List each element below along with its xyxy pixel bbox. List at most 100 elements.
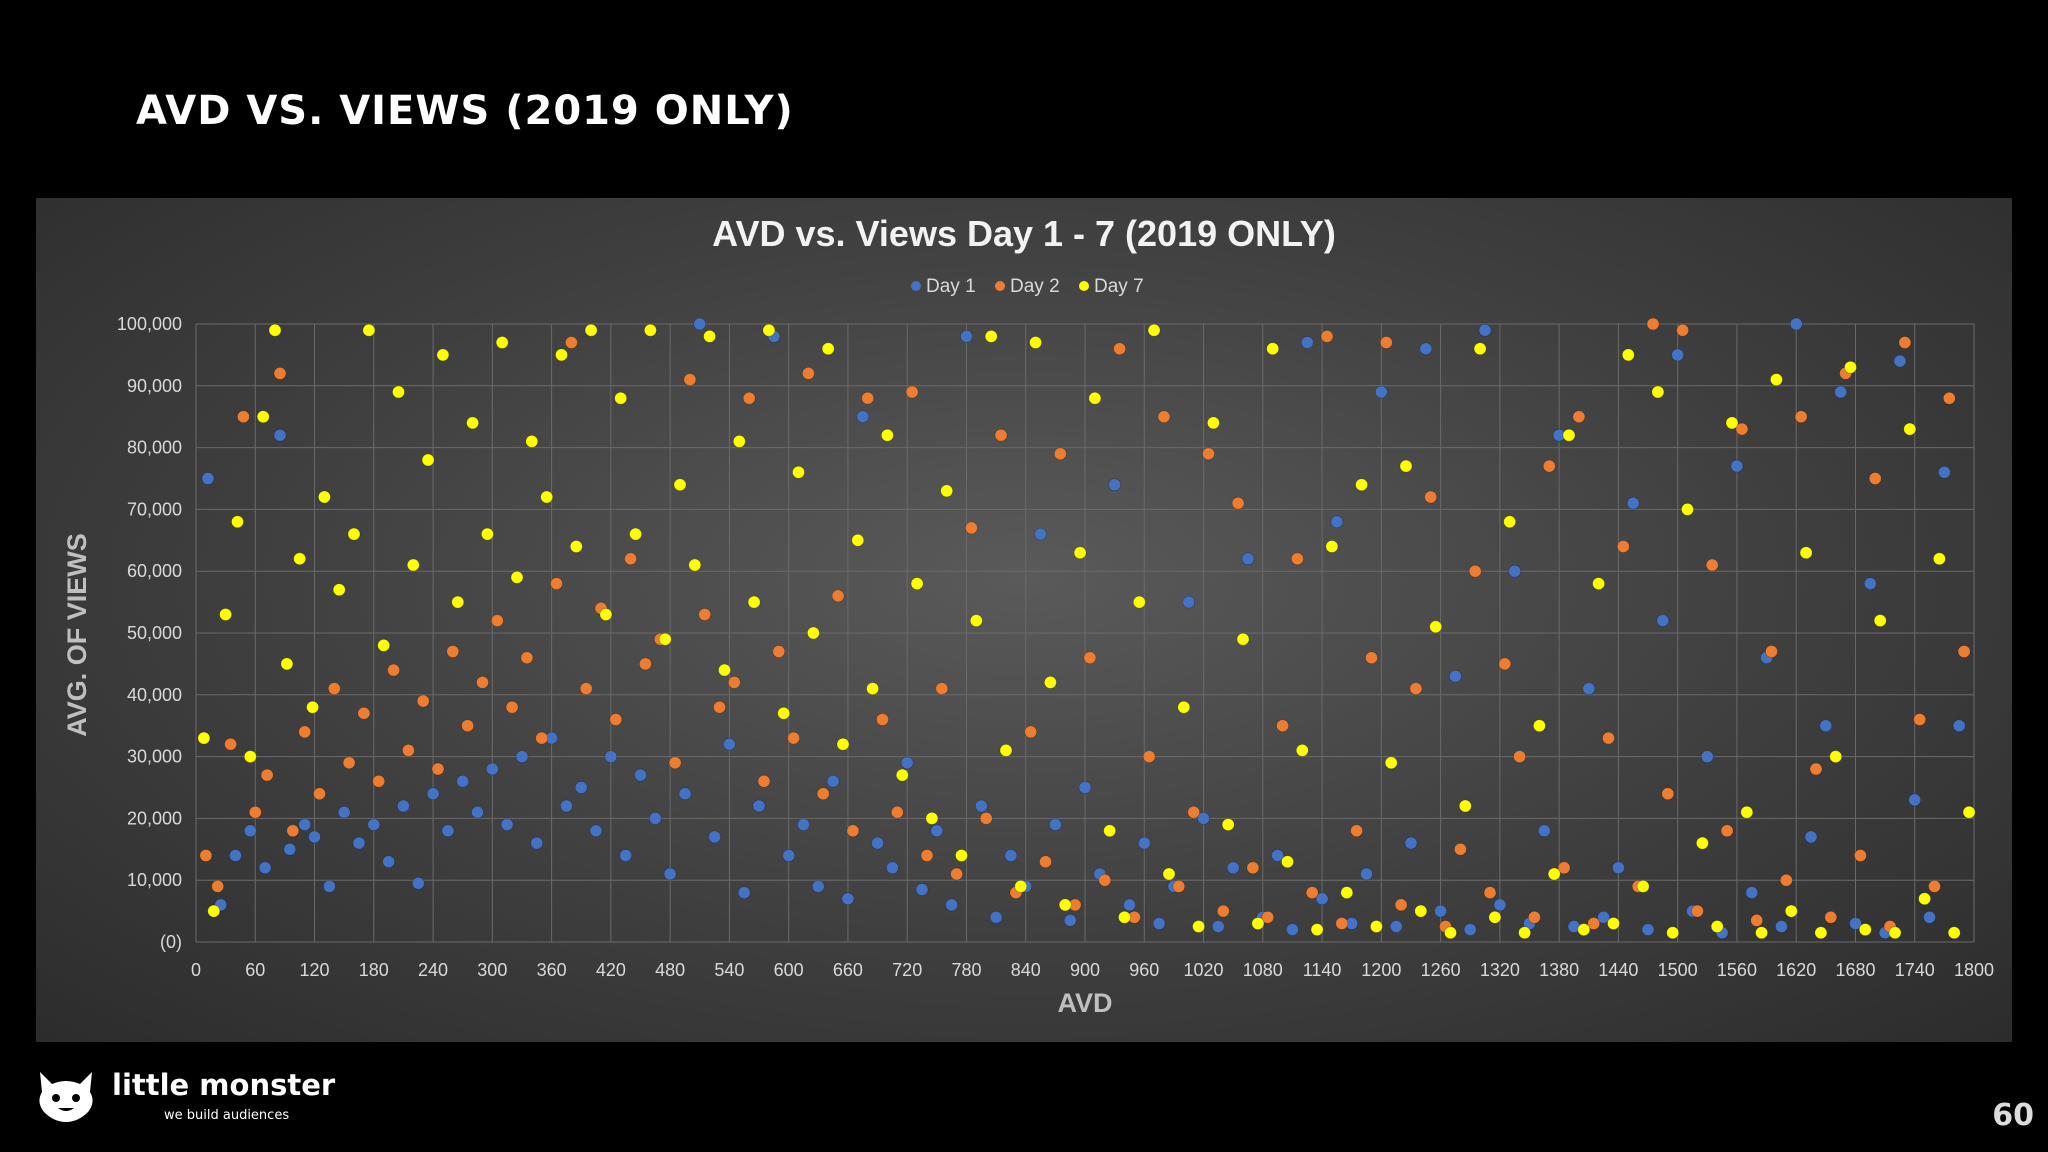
data-point [308, 830, 321, 844]
data-point [1775, 920, 1788, 933]
x-tick-label: 420 [596, 960, 626, 980]
data-point [1182, 595, 1196, 609]
data-point [871, 836, 884, 850]
data-point [1414, 904, 1428, 918]
data-point [1863, 577, 1877, 591]
data-point [1325, 540, 1339, 553]
x-tick-label: 1200 [1361, 960, 1401, 980]
x-tick-label: 300 [477, 960, 507, 980]
data-point [807, 626, 820, 640]
data-point [1434, 904, 1447, 918]
data-point [673, 478, 687, 492]
data-point [1044, 675, 1057, 689]
data-point [1207, 416, 1220, 430]
data-point [955, 849, 968, 862]
data-point [1320, 329, 1334, 343]
x-tick-label: 720 [892, 960, 922, 980]
data-point [1192, 920, 1205, 933]
data-point [1557, 861, 1571, 875]
data-point [708, 830, 721, 844]
data-point [1379, 336, 1393, 349]
data-point [1597, 910, 1610, 924]
data-point [589, 824, 603, 838]
data-point [1177, 700, 1191, 714]
data-point [1938, 465, 1951, 479]
x-tick-label: 180 [359, 960, 389, 980]
data-point [866, 682, 879, 696]
data-point [1394, 898, 1408, 912]
data-point [614, 391, 628, 405]
data-point [1957, 645, 1971, 658]
data-point [446, 645, 460, 658]
data-point [1745, 886, 1759, 899]
data-point [1098, 873, 1112, 887]
data-point [1646, 317, 1660, 331]
data-point [1942, 391, 1956, 405]
data-point [1804, 830, 1818, 844]
data-point [1374, 385, 1388, 399]
data-point [490, 614, 504, 628]
chart-grid [195, 323, 1975, 943]
legend-label: Day 7 [1094, 276, 1144, 297]
data-point [466, 416, 480, 430]
data-point [535, 731, 549, 745]
data-point [574, 781, 588, 794]
x-tick-label: 960 [1129, 960, 1159, 980]
data-point [273, 366, 287, 380]
data-point [1651, 385, 1665, 399]
x-tick-label: 480 [655, 960, 685, 980]
data-point [1424, 490, 1438, 504]
data-point [1187, 805, 1201, 819]
data-point [841, 892, 855, 906]
data-point [693, 317, 707, 331]
data-point [540, 490, 554, 504]
slide-title: AVD VS. VIEWS (2019 ONLY) [136, 88, 794, 134]
data-point [456, 774, 470, 788]
data-point [1908, 793, 1922, 807]
data-point [1582, 682, 1596, 696]
data-point [1592, 577, 1605, 591]
data-point [1824, 910, 1838, 924]
data-point [1858, 923, 1872, 936]
data-point [243, 750, 257, 763]
y-axis-ticks: (0) 10,000 20,000 30,000 40,000 50,000 60,000 7… [117, 314, 182, 952]
data-point [1024, 725, 1038, 739]
page-number: 60 [1992, 1098, 2034, 1133]
data-point [1562, 428, 1576, 442]
data-point [416, 694, 430, 708]
x-tick-label: 840 [1011, 960, 1041, 980]
data-point [1844, 360, 1857, 374]
data-point [211, 880, 225, 893]
data-point [387, 663, 401, 677]
data-point [1118, 910, 1131, 924]
data-point [1399, 459, 1413, 473]
data-point [1903, 422, 1917, 436]
chart-panel: AVD vs. Views Day 1 - 7 (2019 ONLY) Day … [36, 198, 2012, 1042]
x-tick-label: 780 [951, 960, 981, 980]
x-tick-label: 600 [774, 960, 804, 980]
data-point [243, 824, 257, 838]
data-point [599, 608, 613, 621]
data-point [1419, 342, 1433, 356]
data-point [935, 682, 949, 696]
x-tick-label: 1020 [1184, 960, 1224, 980]
data-point [1483, 886, 1497, 899]
data-point [1454, 842, 1467, 856]
data-point [895, 768, 909, 782]
data-point [327, 682, 341, 696]
data-point [584, 323, 598, 337]
scatter-chart: AVD vs. Views Day 1 - 7 (2019 ONLY) Day … [62, 213, 1994, 1018]
x-tick-label: 540 [714, 960, 744, 980]
data-point [560, 799, 573, 813]
data-point [367, 818, 381, 831]
data-point [337, 805, 351, 819]
data-point [306, 700, 320, 714]
data-point [258, 861, 272, 875]
data-point [1528, 910, 1541, 924]
logo-name: little monster [112, 1068, 336, 1102]
x-tick-label: 1620 [1776, 960, 1816, 980]
data-point [1612, 861, 1625, 875]
data-point [1533, 719, 1546, 733]
data-point [1750, 914, 1764, 927]
data-point [1488, 910, 1502, 924]
